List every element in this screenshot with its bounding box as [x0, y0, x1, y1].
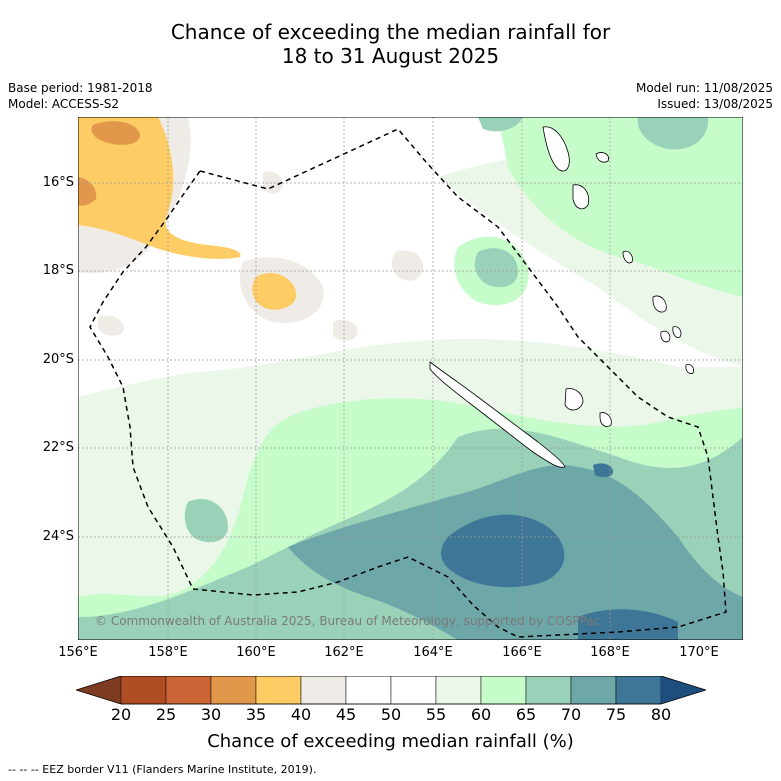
field-75-80-core: [441, 514, 565, 588]
colorbar-cell: [210, 676, 257, 705]
colorbar-tick: 50: [380, 705, 402, 724]
model-run-text: Model run: 11/08/2025: [635, 81, 773, 95]
field-40-45-a: [391, 250, 423, 281]
map-gridlines: [78, 117, 743, 640]
lon-label-162e: 162°E: [324, 645, 364, 660]
field-35-40-center: [252, 272, 297, 310]
colorbar-cell: [570, 676, 617, 705]
loyalty-island-2: [599, 412, 612, 427]
land-outlines: [429, 126, 694, 468]
colorbar-cell: [345, 676, 392, 705]
field-30-35-a: [91, 121, 140, 145]
field-75-80-small: [593, 463, 613, 478]
vanuatu-island-e: [685, 364, 694, 374]
colorbar-tick: 60: [470, 705, 492, 724]
colorbar-cell: [615, 676, 662, 705]
lon-label-170e: 170°E: [679, 645, 719, 660]
field-40-45-b: [333, 320, 358, 341]
model-text: Model: ACCESS-S2: [8, 97, 120, 111]
colorbar-tick: 65: [515, 705, 537, 724]
vanuatu-espiritu-santo: [542, 126, 570, 172]
colorbar-cell: [525, 676, 572, 705]
vanuatu-island-c: [672, 326, 682, 338]
colorbar-tick: 75: [605, 705, 627, 724]
field-40-45-c: [98, 315, 124, 336]
field-35-40-nw: [78, 117, 241, 259]
lat-label-22s: 22°S: [42, 440, 74, 455]
eez-border: [89, 128, 727, 638]
new-caledonia-outline: [429, 361, 566, 468]
base-period-text: Base period: 1981-2018: [8, 81, 153, 95]
colorbar-cell: [300, 676, 347, 705]
colorbar-tick: 30: [200, 705, 222, 724]
field-65-70-patch: [474, 248, 518, 288]
colorbar-extend-high: [661, 676, 706, 704]
vanuatu-efate: [595, 152, 610, 163]
field-55-60-west: [78, 417, 121, 567]
lat-label-24s: 24°S: [42, 529, 74, 544]
colorbar-tick: 70: [560, 705, 582, 724]
colorbar-cell: [255, 676, 302, 705]
copyright-text: © Commonwealth of Australia 2025, Bureau…: [95, 614, 601, 628]
vanuatu-island-d: [660, 330, 671, 343]
field-40-45-d: [263, 171, 283, 194]
loyalty-island-1: [564, 388, 584, 411]
map-title-line1: Chance of exceeding the median rainfall …: [170, 20, 611, 44]
lat-label-18s: 18°S: [42, 263, 74, 278]
lat-label-20s: 20°S: [42, 352, 74, 367]
vanuatu-island-a: [622, 250, 633, 264]
lon-label-166e: 166°E: [502, 645, 542, 660]
colorbar-label: Chance of exceeding median rainfall (%): [207, 731, 574, 752]
colorbar-cell: [165, 676, 212, 705]
colorbar-cell: [390, 676, 437, 705]
colorbar-tick: 45: [335, 705, 357, 724]
issued-text: Issued: 13/08/2025: [657, 97, 773, 111]
field-65-70-west: [184, 498, 228, 543]
colorbar-tick: 25: [155, 705, 177, 724]
field-65-70-ne-top: [478, 117, 523, 132]
colorbar-tick: 40: [290, 705, 312, 724]
rainfall-map: [78, 117, 743, 640]
colorbar-cell: [480, 676, 527, 705]
lat-label-16s: 16°S: [42, 175, 74, 190]
colorbar-cell: [435, 676, 482, 705]
vanuatu-island-b: [652, 295, 667, 313]
colorbar-cell: [120, 676, 167, 705]
lon-label-158e: 158°E: [148, 645, 188, 660]
lon-label-156e: 156°E: [58, 645, 98, 660]
colorbar-tick: 20: [110, 705, 132, 724]
map-title-line2: 18 to 31 August 2025: [281, 44, 500, 68]
lon-label-160e: 160°E: [236, 645, 276, 660]
lon-label-168e: 168°E: [590, 645, 630, 660]
colorbar: [76, 676, 706, 705]
eez-footnote: -- -- -- EEZ border V11 (Flanders Marine…: [8, 763, 317, 776]
vanuatu-malekula: [572, 184, 590, 210]
colorbar-extend-low: [76, 676, 121, 704]
field-65-70-ne-corner: [637, 117, 709, 150]
colorbar-tick: 80: [650, 705, 672, 724]
probability-fields: [78, 117, 743, 640]
colorbar-tick: 55: [425, 705, 447, 724]
lon-label-164e: 164°E: [413, 645, 453, 660]
colorbar-tick: 35: [245, 705, 267, 724]
field-30-35-b: [78, 177, 97, 206]
